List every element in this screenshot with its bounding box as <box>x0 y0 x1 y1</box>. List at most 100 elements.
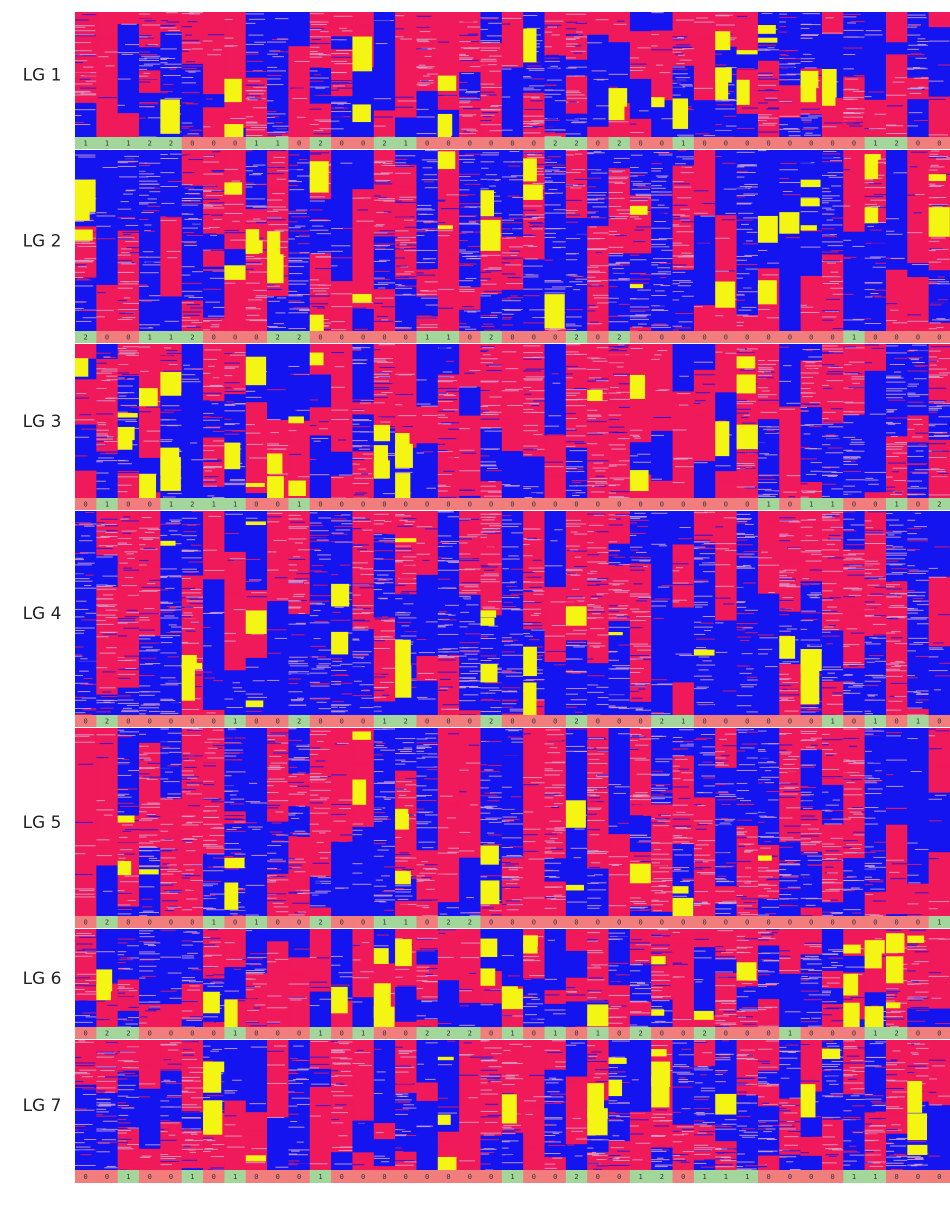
marker-streak <box>190 536 199 538</box>
marker-streak <box>379 246 395 248</box>
marker-streak <box>118 353 136 355</box>
marker-streak <box>418 84 428 86</box>
marker-streak <box>871 206 881 207</box>
marker-streak <box>203 612 223 614</box>
genotype-segment <box>651 12 674 32</box>
marker-streak <box>907 17 927 19</box>
marker-streak <box>375 43 388 45</box>
marker-streak <box>885 409 898 411</box>
marker-streak <box>288 623 306 625</box>
marker-streak <box>267 84 284 86</box>
marker-streak <box>125 668 137 670</box>
marker-streak <box>124 577 134 579</box>
marker-streak <box>459 249 466 251</box>
marker-streak <box>139 79 159 81</box>
marker-streak <box>395 36 404 38</box>
marker-streak <box>288 290 298 292</box>
marker-streak <box>404 271 414 273</box>
sample-column <box>352 150 375 332</box>
marker-streak <box>885 230 895 232</box>
marker-streak <box>383 200 396 202</box>
marker-streak <box>800 197 819 199</box>
marker-streak <box>695 133 710 135</box>
marker-streak <box>459 41 471 43</box>
marker-streak <box>821 494 834 496</box>
marker-streak <box>682 48 694 50</box>
marker-streak <box>851 376 865 378</box>
marker-streak <box>657 267 671 269</box>
marker-streak <box>700 215 715 217</box>
marker-streak <box>181 604 200 606</box>
marker-streak <box>907 232 923 234</box>
marker-streak <box>417 41 430 43</box>
marker-streak <box>821 241 843 243</box>
marker-streak <box>587 280 601 282</box>
marker-streak <box>565 48 582 50</box>
marker-streak <box>821 364 835 366</box>
marker-streak <box>331 116 344 118</box>
marker-streak <box>96 275 108 277</box>
marker-streak <box>653 323 667 325</box>
marker-streak <box>297 309 310 311</box>
marker-streak <box>566 97 588 99</box>
marker-streak <box>757 44 777 46</box>
marker-streak <box>803 424 814 426</box>
marker-streak <box>757 72 773 74</box>
marker-streak <box>272 196 282 198</box>
marker-streak <box>634 229 645 231</box>
marker-streak <box>587 409 598 411</box>
marker-streak <box>762 274 779 276</box>
sample-column <box>864 12 887 138</box>
marker-streak <box>885 125 904 127</box>
marker-streak <box>122 532 131 534</box>
marker-streak <box>191 56 204 58</box>
marker-streak <box>544 280 562 282</box>
marker-streak <box>913 212 922 214</box>
marker-streak <box>596 347 609 349</box>
marker-streak <box>501 255 511 257</box>
marker-streak <box>117 165 137 167</box>
marker-streak <box>595 329 606 331</box>
marker-streak <box>632 435 641 437</box>
sample-column <box>75 344 97 499</box>
marker-streak <box>203 185 218 187</box>
marker-streak <box>571 480 588 482</box>
marker-streak <box>163 370 182 372</box>
marker-streak <box>565 119 579 121</box>
marker-streak <box>139 522 161 524</box>
marker-streak <box>480 179 495 181</box>
marker-streak <box>117 381 134 383</box>
marker-streak <box>672 303 682 305</box>
marker-streak <box>267 174 285 176</box>
marker-streak <box>821 495 830 497</box>
marker-streak <box>736 188 749 190</box>
marker-streak <box>552 241 566 243</box>
marker-streak <box>188 13 201 15</box>
marker-streak <box>464 310 481 312</box>
marker-streak <box>928 169 938 171</box>
marker-streak <box>120 690 139 692</box>
marker-streak <box>75 635 88 637</box>
marker-streak <box>224 433 240 435</box>
marker-streak <box>139 35 152 37</box>
marker-streak <box>423 181 434 183</box>
genotype-segment <box>224 670 247 716</box>
marker-streak <box>373 173 390 175</box>
marker-streak <box>203 671 212 673</box>
marker-streak <box>96 702 115 704</box>
marker-streak <box>229 354 246 356</box>
marker-streak <box>469 369 481 371</box>
sample-column <box>907 344 930 499</box>
marker-streak <box>757 408 769 410</box>
marker-streak <box>681 350 693 352</box>
marker-streak <box>139 51 150 53</box>
genotype-segment <box>416 12 439 92</box>
marker-streak <box>544 129 566 131</box>
marker-streak <box>117 699 134 701</box>
marker-streak <box>437 450 448 451</box>
marker-streak <box>810 462 822 464</box>
marker-streak <box>139 584 159 586</box>
marker-streak <box>182 542 198 544</box>
marker-streak <box>163 665 182 667</box>
marker-streak <box>165 12 178 14</box>
